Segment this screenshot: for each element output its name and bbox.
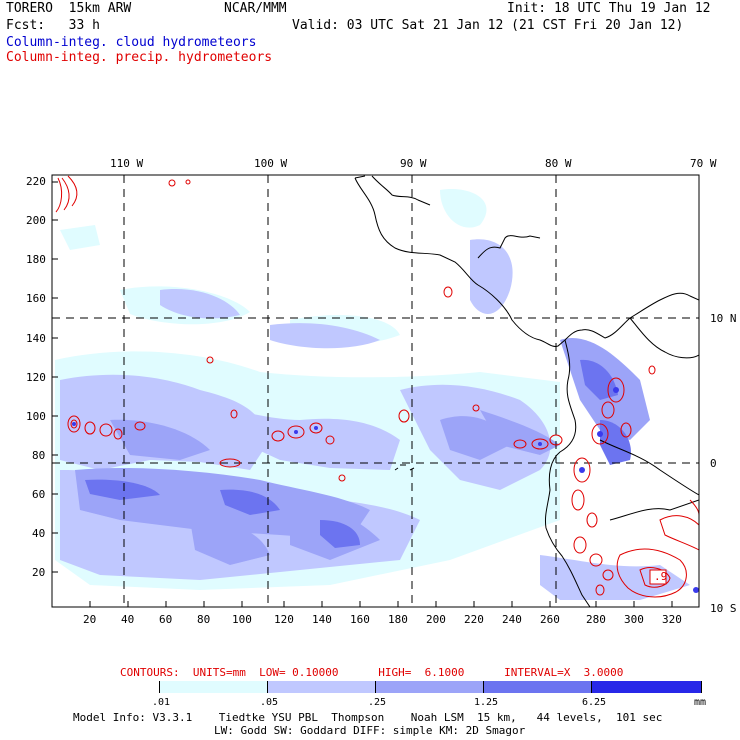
inset-box bbox=[649, 569, 667, 585]
lat-label: 10 N bbox=[710, 312, 737, 325]
lon-label: 90 W bbox=[400, 157, 427, 170]
colorbar-bin-5 bbox=[592, 681, 702, 693]
colorbar-bin-0 bbox=[52, 681, 160, 693]
y-tick-label: 60 bbox=[32, 488, 46, 501]
precip-contours bbox=[55, 175, 699, 598]
model-info-line-2: LW: Godd SW: Goddard DIFF: simple KM: 2D… bbox=[214, 724, 526, 737]
x-tick-label: 80 bbox=[197, 613, 211, 626]
x-tick-label: 220 bbox=[464, 613, 484, 626]
y-tick-label: 120 bbox=[26, 371, 46, 384]
colorbar-bin-2 bbox=[268, 681, 376, 693]
lon-label: 110 W bbox=[110, 157, 144, 170]
legend-cloud: Column-integ. cloud hydrometeors bbox=[6, 35, 257, 50]
lat-label: 10 S bbox=[710, 602, 737, 615]
x-tick-label: 100 bbox=[232, 613, 252, 626]
x-tick-label: 120 bbox=[274, 613, 294, 626]
contours-info: CONTOURS: UNITS=mm LOW= 0.10000 HIGH= 6.… bbox=[120, 666, 624, 679]
model-title: TORERO 15km ARW bbox=[6, 1, 132, 16]
forecast-hour: Fcst: 33 h bbox=[6, 18, 100, 33]
colorbar-bin-3 bbox=[376, 681, 484, 693]
coastline bbox=[354, 175, 699, 607]
lon-label: 100 W bbox=[254, 157, 288, 170]
axis-ticks bbox=[52, 181, 673, 607]
lat-label: 0 bbox=[710, 457, 717, 470]
y-tick-label: 140 bbox=[26, 332, 46, 345]
x-tick-label: 240 bbox=[502, 613, 522, 626]
x-tick-label: 200 bbox=[426, 613, 446, 626]
graticule bbox=[52, 175, 699, 607]
x-tick-label: 140 bbox=[312, 613, 332, 626]
y-tick-label: 40 bbox=[32, 527, 46, 540]
legend-precip: Column-integ. precip. hydrometeors bbox=[6, 50, 273, 65]
y-tick-label: 200 bbox=[26, 214, 46, 227]
x-tick-label: 180 bbox=[388, 613, 408, 626]
x-tick-label: 320 bbox=[662, 613, 682, 626]
colorbar-label: .01 bbox=[152, 697, 171, 708]
center-label: NCAR/MMM bbox=[224, 1, 287, 16]
model-info-line-1: Model Info: V3.3.1 Tiedtke YSU PBL Thomp… bbox=[73, 711, 663, 724]
x-tick-label: 280 bbox=[586, 613, 606, 626]
valid-time: Valid: 03 UTC Sat 21 Jan 12 (21 CST Fri … bbox=[292, 18, 684, 33]
colorbar-label: .25 bbox=[368, 697, 387, 708]
lon-label: 80 W bbox=[545, 157, 572, 170]
x-tick-label: 60 bbox=[159, 613, 173, 626]
x-tick-label: 40 bbox=[121, 613, 135, 626]
y-tick-label: 100 bbox=[26, 410, 46, 423]
y-tick-label: 20 bbox=[32, 566, 46, 579]
x-tick-label: 300 bbox=[624, 613, 644, 626]
lon-label: 70 W bbox=[690, 157, 717, 170]
colorbar-label: .05 bbox=[260, 697, 279, 708]
y-tick-label: 180 bbox=[26, 253, 46, 266]
y-tick-label: 220 bbox=[26, 175, 46, 188]
x-tick-label: 20 bbox=[83, 613, 97, 626]
inset-label: .9 bbox=[654, 570, 668, 583]
map-frame bbox=[51, 174, 700, 608]
y-tick-label: 80 bbox=[32, 449, 46, 462]
colorbar-bin-4 bbox=[484, 681, 592, 693]
x-tick-label: 160 bbox=[350, 613, 370, 626]
precip-cores bbox=[72, 387, 699, 593]
colorbar-label: 6.25 bbox=[582, 697, 607, 708]
y-tick-label: 160 bbox=[26, 292, 46, 305]
init-time: Init: 18 UTC Thu 19 Jan 12 bbox=[507, 1, 711, 16]
x-tick-label: 260 bbox=[540, 613, 560, 626]
colorbar-label: 1.25 bbox=[474, 697, 499, 708]
colorbar-units: mm bbox=[694, 697, 707, 708]
colorbar-bin-1 bbox=[160, 681, 268, 693]
